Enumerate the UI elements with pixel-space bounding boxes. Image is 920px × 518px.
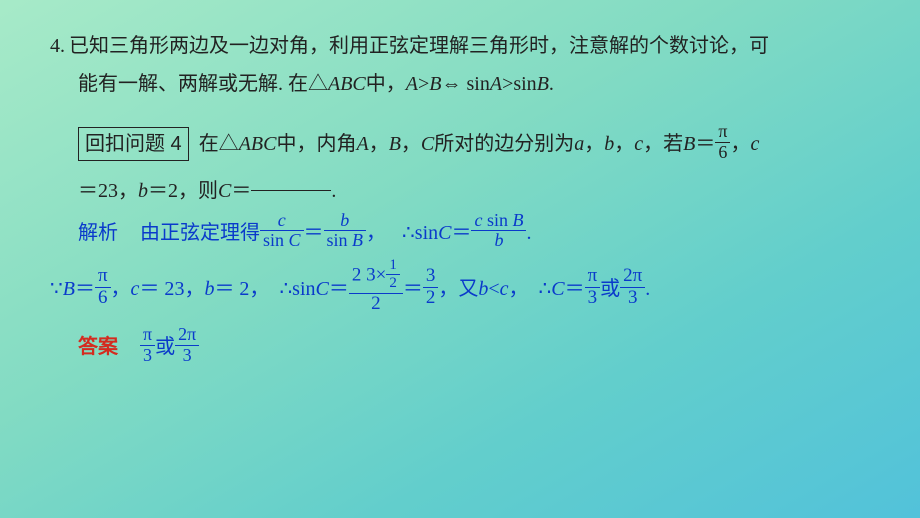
answer-label: 答案 bbox=[78, 331, 118, 363]
solution-line2: ∵ B ＝ π 6 ， c ＝ 2 3 ， b ＝ 2， ∴ sin C ＝ 2… bbox=[50, 261, 872, 317]
q4-number: 4. bbox=[50, 30, 65, 62]
frac-csinb-b: c sin B b bbox=[471, 211, 526, 252]
slide-page: 4. 已知三角形两边及一边对角，利用正弦定理解三角形时，注意解的个数讨论，可 能… bbox=[0, 0, 920, 518]
q4-line1: 4. 已知三角形两边及一边对角，利用正弦定理解三角形时，注意解的个数讨论，可 bbox=[50, 30, 872, 62]
review-line2: ＝2 3 ， b ＝2，则 C ＝ . bbox=[50, 175, 872, 207]
q4-text-1: 已知三角形两边及一边对角，利用正弦定理解三角形时，注意解的个数讨论，可 bbox=[69, 30, 769, 62]
q4-line2: 能有一解、两解或无解. 在△ ABC 中， A > B ⇔ sin A >sin… bbox=[50, 68, 872, 100]
review-line1: 回扣问题 4 在△ ABC 中，内角 A ， B ， C 所对的边分别为 a ，… bbox=[50, 124, 872, 165]
frac-b-sinB: b sin B bbox=[324, 211, 367, 252]
solution-label: 解析 bbox=[78, 217, 118, 249]
answer-line: 答案 π 3 或 2π 3 bbox=[50, 327, 872, 368]
solution-line1: 解析 由正弦定理得 c sin C ＝ b sin B ， ∴ sin C ＝ … bbox=[50, 213, 872, 254]
frac-c-sinC: c sin C bbox=[260, 211, 304, 252]
big-frac-1: 2 3×12 2 bbox=[349, 259, 403, 315]
frac-pi-6: π 6 bbox=[715, 122, 730, 163]
answer-blank bbox=[251, 190, 331, 191]
review-box: 回扣问题 4 bbox=[78, 127, 189, 161]
